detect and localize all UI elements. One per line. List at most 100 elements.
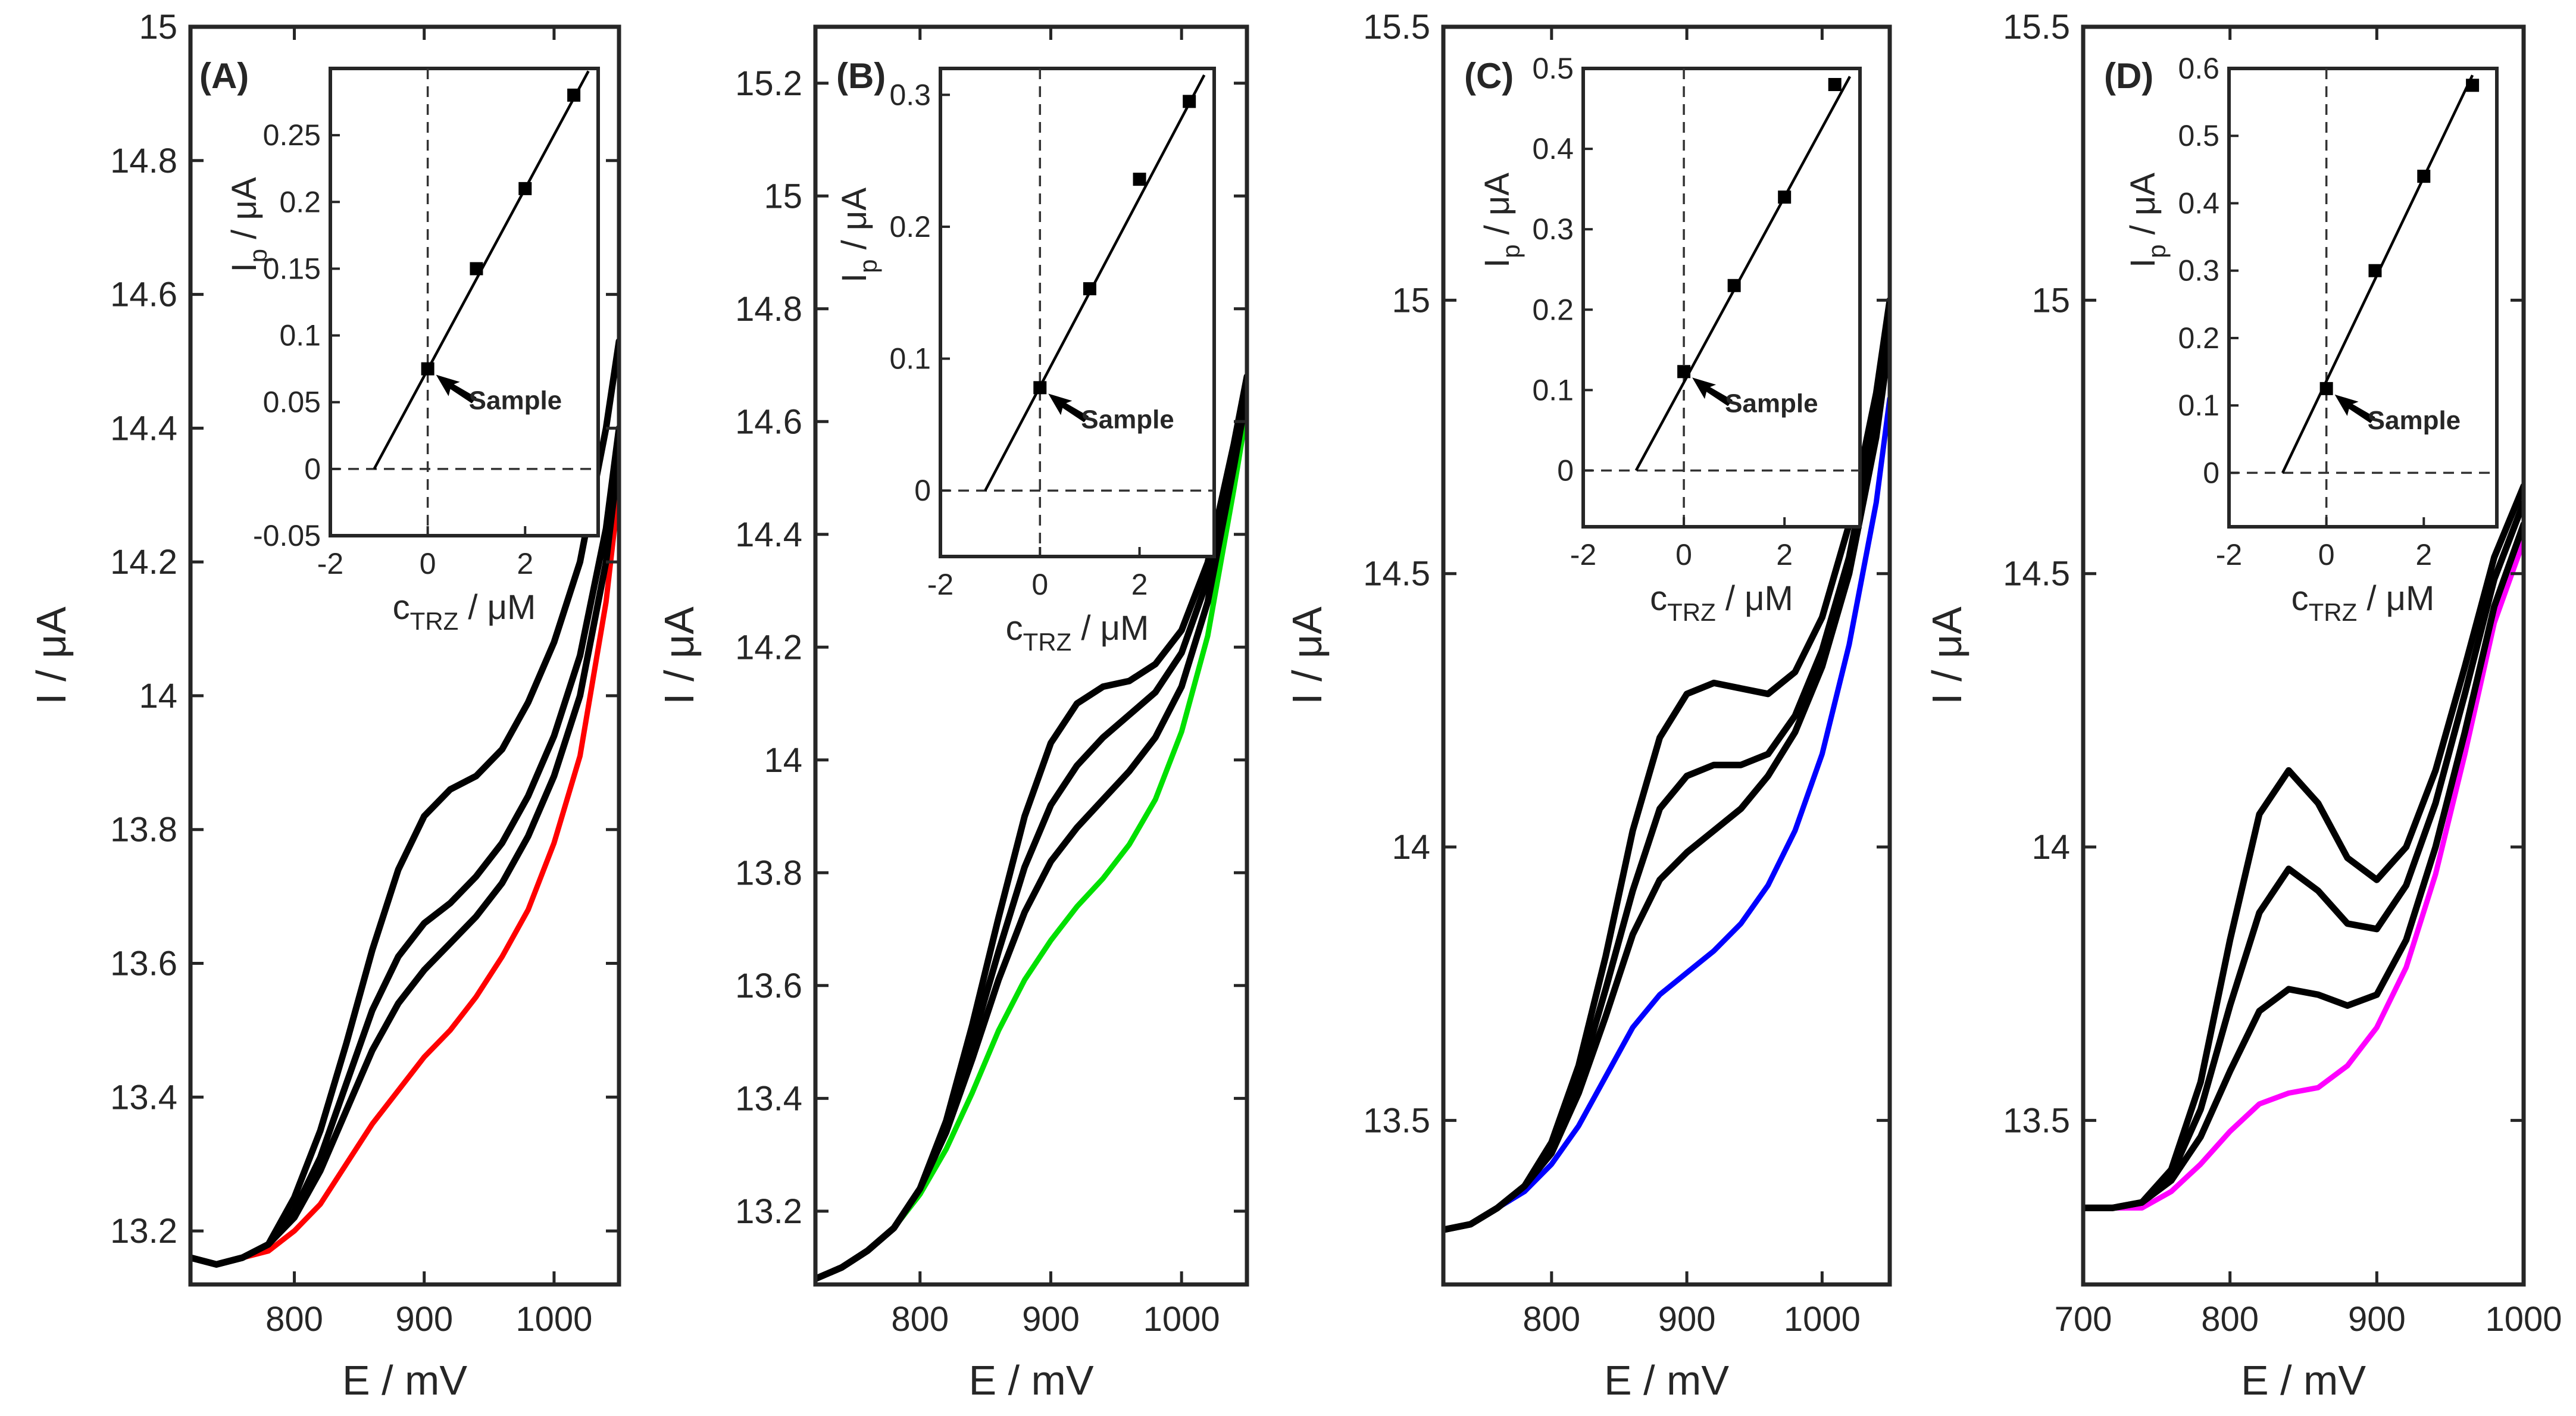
panel-c-inset-point [1828, 78, 1842, 92]
panel-c-inset-x-tick-label: -2 [1570, 538, 1596, 571]
panel-a-y-tick-label: 14 [139, 677, 177, 715]
panel-d-x-tick-label: 900 [2348, 1300, 2406, 1339]
panel-a-inset-y-tick-label: 0.05 [263, 386, 321, 419]
panel-c-axes-frame [1441, 24, 1892, 1287]
panel-c-inset-x-label-sub: TRZ [1667, 598, 1716, 626]
panel-c-sample-label: Sample [1725, 389, 1818, 418]
panel-b-inset-frame [939, 67, 1216, 558]
panel-b-x-tick-label: 1000 [1143, 1300, 1220, 1339]
panel-d-inset-y-label-sub: p [2143, 244, 2171, 258]
panel-c-inset-point [1677, 365, 1691, 379]
panel-c-inset-x-tick-label: 0 [1675, 538, 1692, 571]
panel-d-inset-point [2368, 264, 2382, 277]
panel-c-y-tick-label: 15.5 [1363, 8, 1430, 46]
panel-a-inset-y-label-unit: / μA [225, 177, 264, 249]
panel-b-inset-point [1183, 95, 1196, 108]
panel-b-inset-point [1033, 381, 1047, 395]
panel-b-inset-y-label: Ip / μA [835, 187, 882, 283]
panel-d-sample-label: Sample [2368, 406, 2461, 435]
panel-a-axes-frame [188, 24, 621, 1287]
panel-d-inset-y-tick-label: 0.2 [2178, 321, 2219, 355]
panel-d-inset-point [2417, 170, 2431, 183]
panel-a-inset-y-label: Ip / μA [225, 177, 272, 272]
panel-a-inset-x-label: cTRZ / μM [393, 588, 536, 635]
panel-d-addition-curve-1 [2083, 521, 2524, 1211]
panel-a-inset: Sample -2 0 2 -0.05 0 0.05 0.1 0.15 0.2 0.25 cTRZ /… [225, 67, 600, 635]
panel-c-x-tick-label: 900 [1658, 1300, 1716, 1339]
panel-c-inset-x-label: cTRZ / μM [1650, 579, 1793, 626]
panel-d: 700 800 900 1000 13.5 14 14.5 15 15.5 E / mV I / μ… [1924, 8, 2562, 1404]
panel-b-x-tick-label: 800 [891, 1300, 949, 1339]
panel-c-x-tick-label: 800 [1523, 1300, 1580, 1339]
panel-a-inset-y-label-main: I [225, 262, 264, 272]
panel-a-x-tick-label: 800 [265, 1300, 323, 1339]
panel-d-sample-arrow [2334, 394, 2375, 423]
panel-a-label: (A) [199, 56, 249, 96]
panel-b-label: (B) [836, 56, 886, 96]
panel-a: 800 900 1000 13.2 13.4 13.6 13.8 14 14.2 14.4 14.6… [28, 8, 621, 1404]
panel-a-inset-x-tick-label: 2 [517, 547, 533, 580]
panel-a-x-axis-label: E / mV [342, 1357, 467, 1404]
panel-d-curves [2083, 483, 2524, 1211]
panel-b-y-tick-label: 14.8 [735, 290, 802, 329]
panel-b-inset-y-label-main: I [835, 273, 874, 283]
panel-b-sample-label: Sample [1081, 405, 1174, 434]
panel-a-curves [190, 337, 619, 1268]
panel-c-x-axis-label: E / mV [1604, 1357, 1729, 1404]
panel-c-sample-arrow [1692, 377, 1733, 407]
panel-b-inset-y-tick-label: 0.3 [889, 78, 931, 111]
panel-d-sample-curve [2083, 538, 2524, 1211]
panel-c-x-tick-label: 1000 [1784, 1300, 1861, 1339]
panel-b-inset-x-label-unit: / μM [1071, 609, 1149, 648]
panel-b-inset-y-tick-label: 0.1 [889, 342, 931, 376]
panel-a-y-tick-label: 14.2 [110, 543, 177, 582]
panel-a-inset-x-label-unit: / μM [458, 588, 536, 627]
panel-a-inset-y-tick-label: 0.2 [279, 185, 321, 218]
panel-b-y-tick-label: 13.8 [735, 854, 802, 892]
panel-b-y-tick-label: 14 [764, 741, 802, 780]
panel-a-inset-point [470, 262, 483, 276]
panel-b-addition-curve-3 [815, 373, 1247, 1282]
panel-c-curves [1443, 296, 1890, 1233]
panel-d-inset-point [2466, 79, 2480, 92]
panel-c-inset-y-label-sub: p [1497, 244, 1525, 258]
panel-c-inset: Sample -2 0 2 0 0.1 0.2 0.3 0.4 0.5 cTRZ / μM Ip / … [1478, 52, 1862, 626]
panel-a-inset-x-tick-label: 0 [420, 547, 436, 580]
panel-d-inset-y-label-main: I [2124, 258, 2162, 268]
panel-a-sample-label: Sample [469, 386, 562, 415]
panel-b-y-tick-label: 13.2 [735, 1192, 802, 1231]
panel-d-y-tick-label: 15 [2031, 281, 2070, 320]
panel-d-inset-y-tick-label: 0.3 [2178, 254, 2219, 287]
panel-d-x-tick-label: 700 [2055, 1300, 2112, 1339]
panel-d-inset-y-label-unit: / μA [2124, 173, 2162, 245]
panel-c-inset-point [1778, 190, 1792, 204]
panel-b-inset-x-tick-label: 0 [1031, 568, 1048, 601]
panel-b-y-tick-label: 13.6 [735, 967, 802, 1005]
panel-d-inset-x-tick-label: 2 [2415, 538, 2432, 571]
panel-a-inset-y-tick-label: 0 [304, 452, 321, 486]
panel-c-inset-y-tick-label: 0.1 [1532, 373, 1574, 407]
panel-d-addition-curve-3 [2083, 483, 2524, 1211]
panel-c-inset-y-tick-label: 0.2 [1532, 293, 1574, 326]
panel-d-inset-y-tick-label: 0 [2203, 456, 2219, 489]
panel-d-label: (D) [2104, 56, 2153, 96]
panel-d-inset-y-tick-label: 0.6 [2178, 52, 2219, 85]
panel-b-inset-point [1083, 282, 1096, 296]
panel-c-inset-y-label-unit: / μA [1478, 173, 1517, 245]
panel-a-y-tick-label: 14.6 [110, 276, 177, 314]
panel-b-inset-x-label-sub: TRZ [1023, 628, 1072, 656]
panel-b-inset: Sample -2 0 2 0 0.1 0.2 0.3 cTRZ / μM Ip / μA [835, 67, 1216, 656]
panel-c-inset-point [1727, 279, 1741, 292]
panel-b-inset-point [1133, 173, 1146, 186]
panel-d-x-axis-label: E / mV [2241, 1357, 2366, 1404]
panel-a-inset-y-tick-label: -0.05 [253, 519, 321, 552]
panel-b-inset-y-tick-label: 0.2 [889, 210, 931, 243]
panel-b-y-tick-label: 14.2 [735, 628, 802, 667]
panel-a-y-tick-label: 13.2 [110, 1212, 177, 1251]
panel-b-y-axis-label: I / μA [656, 607, 702, 705]
panel-a-inset-y-label-sub: p [244, 249, 272, 262]
panel-a-y-axis-label: I / μA [28, 607, 74, 705]
panel-b-y-tick-label: 15 [764, 177, 802, 215]
panel-d-y-tick-label: 14 [2031, 828, 2070, 867]
